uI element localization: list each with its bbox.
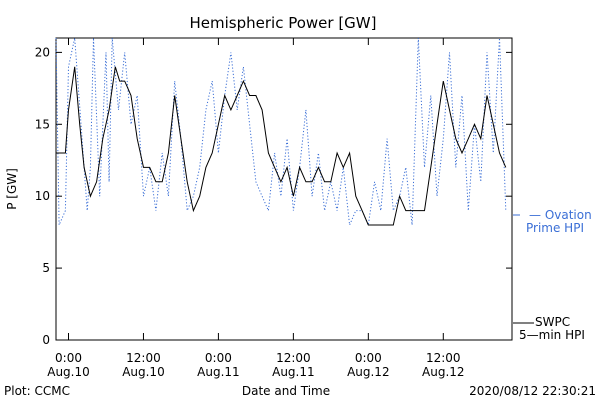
x-tick-time-label: 12:00	[276, 351, 311, 365]
y-tick-label: 0	[42, 333, 50, 347]
x-tick-date-label: Aug.12	[347, 365, 390, 379]
y-tick-label: 15	[35, 117, 50, 131]
x-tick-date-label: Aug.11	[197, 365, 240, 379]
y-tick-label: 10	[35, 189, 50, 203]
y-tick-label: 5	[42, 261, 50, 275]
x-tick-date-label: Aug.11	[272, 365, 315, 379]
y-tick-label: 20	[35, 45, 50, 59]
series-line-ovation	[55, 37, 507, 227]
legend-swpc-line2: 5—min HPI	[519, 328, 585, 342]
chart-title: Hemispheric Power [GW]	[190, 14, 377, 32]
legend-swpc-line1: SWPC	[535, 315, 570, 329]
footer-timestamp: 2020/08/12 22:30:21	[469, 384, 596, 398]
x-tick-date-label: Aug.10	[47, 365, 90, 379]
x-tick-date-label: Aug.12	[422, 365, 465, 379]
x-tick-date-label: Aug.10	[122, 365, 165, 379]
series-line-swpc	[56, 66, 507, 226]
x-tick-time-label: 0:00	[55, 351, 82, 365]
x-tick-time-label: 12:00	[426, 351, 461, 365]
x-tick-time-label: 0:00	[205, 351, 232, 365]
y-axis-label: P [GW]	[5, 168, 19, 210]
x-tick-time-label: 0:00	[355, 351, 382, 365]
legend-ovation-line2: Prime HPI	[526, 221, 584, 235]
x-axis-label: Date and Time	[242, 384, 330, 398]
plot-frame	[55, 37, 513, 341]
footer-plot-credit: Plot: CCMC	[4, 384, 70, 398]
legend-ovation-line1: — Ovation	[529, 208, 592, 222]
x-tick-time-label: 12:00	[126, 351, 161, 365]
